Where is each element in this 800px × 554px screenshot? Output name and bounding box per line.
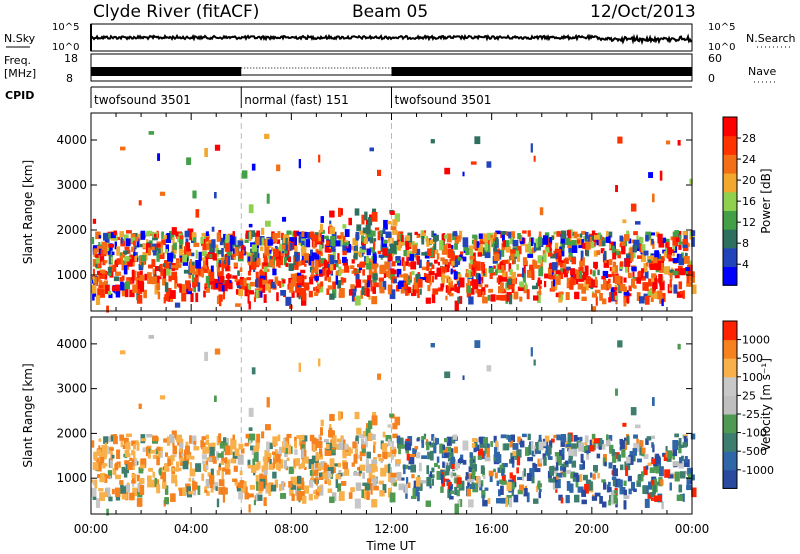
cpid-segment-label: twofsound 3501	[94, 93, 191, 107]
nsearch-label: N.Search	[746, 32, 796, 45]
freq-label-2: [MHz]	[4, 67, 36, 80]
nsky-trace	[90, 24, 693, 51]
nsky-strip: N.Sky 10^5 10^0 N.Search 10^5 10^0	[4, 22, 796, 53]
cpid-row: twofsound 3501 normal (fast) 151 twofsound…	[90, 86, 692, 108]
colorbar-swatch	[723, 358, 737, 378]
beam-label: Beam 05	[352, 2, 428, 22]
nave-tick-bottom: 0	[708, 72, 715, 85]
y-tick-label: 4000	[56, 133, 87, 147]
colorbar-swatch	[723, 229, 737, 249]
freq-band-a	[91, 67, 242, 76]
y-tick-label: 3000	[56, 382, 87, 396]
colorbar-swatch	[723, 395, 737, 415]
colorbar-tick-label: 500	[742, 352, 763, 365]
colorbar-swatch	[723, 117, 737, 137]
time-tick-label: 12:00	[374, 522, 409, 536]
nsearch-tick-bottom: 10^0	[708, 42, 735, 53]
power-colorbar: 28 24 20 16 12 8 4 Power [dB]	[722, 116, 773, 286]
colorbar-swatch	[723, 451, 737, 471]
freq-band-b	[391, 67, 692, 76]
velocity-colorbar: 1000 500 100 25 -25 -100 -500 -1000 Velocity [m …	[722, 320, 774, 489]
power-panel: 1000 2000 3000 4000 Slant Range [km] 28 24 20 16…	[21, 112, 773, 313]
station-title: Clyde River (fitACF)	[93, 2, 259, 22]
freq-strip: Freq. [MHz] 18 8 Nave 60 0	[4, 52, 776, 85]
colorbar-tick-label: -100	[742, 427, 767, 440]
time-tick-label: 04:00	[174, 522, 209, 536]
colorbar-swatch	[723, 266, 737, 286]
colorbar-tick-label: 25	[742, 389, 756, 402]
y-axis-label: Slant Range [km]	[21, 363, 35, 467]
cpid-segment-label: normal (fast) 151	[244, 93, 348, 107]
colorbar-swatch	[723, 210, 737, 230]
colorbar-tick-label: 100	[742, 371, 763, 384]
power-scatter	[91, 131, 697, 313]
colorbar-tick-label: -25	[742, 408, 760, 421]
y-axis-label: Slant Range [km]	[21, 160, 35, 264]
time-tick-label: 00:00	[675, 522, 710, 536]
nsearch-tick-top: 10^5	[708, 22, 735, 33]
colorbar-tick-label: -500	[742, 445, 767, 458]
colorbar-tick-label: 28	[742, 132, 756, 145]
colorbar-swatch	[723, 432, 737, 452]
y-tick-label: 1000	[56, 268, 87, 282]
time-tick-label: 00:00	[74, 522, 109, 536]
colorbar-tick-label: 1000	[742, 334, 770, 347]
nsky-label: N.Sky	[4, 32, 36, 45]
colorbar-swatch	[723, 247, 737, 268]
colorbar-swatch	[723, 339, 737, 359]
nsky-tick-top: 10^5	[52, 22, 79, 33]
date-label: 12/Oct/2013	[590, 2, 696, 22]
colorbar-label: Velocity [m s⁻¹]	[759, 358, 773, 451]
nave-label: Nave	[748, 65, 776, 78]
velocity-scatter	[91, 335, 697, 516]
colorbar-swatch	[723, 413, 737, 434]
y-tick-label: 1000	[56, 471, 87, 485]
nsky-line	[90, 33, 693, 46]
colorbar-swatch	[723, 154, 737, 174]
y-tick-label: 4000	[56, 337, 87, 351]
colorbar-swatch	[723, 191, 737, 211]
time-tick-label: 20:00	[575, 522, 610, 536]
y-tick-label: 2000	[56, 426, 87, 440]
y-tick-label: 2000	[56, 223, 87, 237]
cpid-segment-label: twofsound 3501	[395, 93, 492, 107]
freq-label-1: Freq.	[4, 54, 31, 67]
colorbar-swatch	[723, 173, 737, 193]
colorbar-tick-label: 4	[742, 258, 749, 271]
time-axis-label: Time UT	[365, 539, 416, 553]
colorbar-tick-label: -1000	[742, 464, 774, 477]
time-tick-label: 16:00	[474, 522, 509, 536]
colorbar-swatch	[723, 321, 737, 341]
colorbar-swatch	[723, 376, 737, 396]
freq-tick-bottom: 8	[66, 72, 73, 85]
colorbar-tick-label: 12	[742, 216, 756, 229]
colorbar-label: Power [dB]	[759, 168, 773, 233]
nsky-tick-bottom: 10^0	[52, 42, 79, 53]
colorbar-tick-label: 20	[742, 174, 756, 187]
colorbar-swatch	[723, 469, 737, 489]
cpid-label: CPID	[5, 89, 34, 102]
freq-tick-top: 18	[64, 52, 78, 65]
colorbar-swatch	[723, 135, 737, 155]
nave-tick-top: 60	[708, 52, 722, 65]
colorbar-tick-label: 24	[742, 153, 756, 166]
freq-trace	[91, 67, 692, 76]
colorbar-tick-label: 16	[742, 195, 756, 208]
y-tick-label: 3000	[56, 178, 87, 192]
time-tick-label: 08:00	[274, 522, 309, 536]
colorbar-tick-label: 8	[742, 237, 749, 250]
